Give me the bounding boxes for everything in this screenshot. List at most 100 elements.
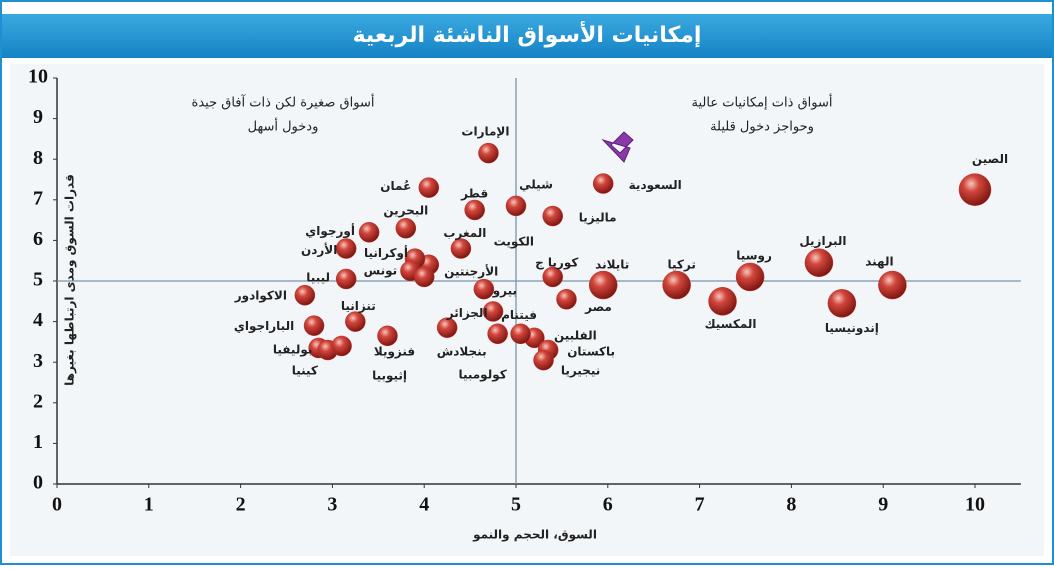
bubble — [395, 217, 417, 239]
bubble — [450, 238, 472, 259]
x-tick-label: 3 — [327, 494, 337, 516]
bubble — [436, 317, 458, 338]
quadrant-note: أسواق ذات إمكانيات عالية — [692, 94, 833, 111]
quadrant-note: ودخول أسهل — [248, 118, 319, 135]
arrow-icon — [601, 131, 634, 163]
x-tick-label: 10 — [965, 494, 985, 516]
point-label: تونس — [364, 263, 398, 278]
point-label: كينيا — [292, 364, 318, 378]
point-label: البحرين — [383, 204, 428, 218]
point-label: فنزويلا — [374, 344, 415, 359]
chart-title: إمكانيات الأسواق الناشئة الربعية — [353, 20, 702, 48]
x-tick-label: 4 — [419, 494, 429, 516]
point-label: كولومبيا — [458, 367, 506, 382]
x-axis-label: السوق، الحجم والنمو — [472, 528, 597, 543]
x-tick-label: 6 — [603, 494, 613, 516]
bubble — [413, 266, 435, 288]
point-label: ماليزيا — [579, 211, 617, 225]
y-tick-label: 9 — [33, 106, 43, 128]
bubble — [735, 262, 765, 292]
x-tick-label: 5 — [511, 494, 521, 516]
x-tick-label: 2 — [236, 494, 246, 516]
y-tick-label: 8 — [33, 147, 43, 169]
bubble — [588, 270, 618, 300]
bubble — [487, 323, 508, 345]
bubble — [358, 222, 380, 243]
point-label: مصر — [584, 300, 612, 314]
point-label: شيلي — [519, 177, 553, 191]
y-tick-label: 10 — [28, 66, 48, 88]
point-label: ليبيا — [306, 270, 330, 284]
point-label: الأردن — [301, 242, 337, 257]
point-label: أورجواي — [305, 223, 355, 239]
point-label: الجزائر — [446, 306, 488, 320]
point-label: الهند — [865, 255, 893, 269]
bubble — [827, 289, 857, 318]
bubble — [708, 287, 737, 316]
point-label: نيجيريا — [561, 364, 600, 378]
bubble — [473, 278, 495, 300]
x-tick-label: 7 — [695, 494, 705, 516]
point-label: فيتنام — [501, 308, 537, 323]
y-tick-label: 2 — [33, 390, 43, 412]
bubble — [958, 173, 992, 206]
title-band — [2, 14, 1052, 58]
x-tick-label: 0 — [52, 494, 62, 516]
bubble — [335, 238, 357, 259]
point-label: الصين — [972, 152, 1008, 166]
bubble — [331, 335, 352, 357]
bubble — [542, 266, 563, 288]
x-tick-label: 1 — [144, 494, 154, 516]
y-tick-label: 6 — [33, 228, 43, 250]
bubble — [662, 270, 691, 300]
plot-background — [10, 64, 1044, 556]
point-label: باكستان — [567, 345, 615, 359]
bubble — [505, 195, 527, 217]
point-label: قطر — [460, 186, 488, 200]
y-tick-label: 7 — [33, 187, 43, 209]
x-tick-label: 9 — [878, 494, 888, 516]
y-tick-label: 5 — [33, 269, 43, 291]
point-label: عُمان — [380, 179, 411, 193]
point-label: أوكرانيا — [364, 245, 408, 261]
point-label: المغرب — [443, 226, 486, 240]
quadrant-note: أسواق صغيرة لكن ذات آفاق جيدة — [192, 94, 375, 111]
point-label: الاكوادور — [234, 289, 287, 304]
point-label: بنجلادش — [437, 344, 487, 358]
bubble — [533, 349, 554, 371]
bubble — [303, 315, 325, 336]
point-label: الباراجواي — [234, 319, 294, 334]
point-label: إندونيسيا — [825, 321, 879, 336]
y-tick-label: 1 — [33, 431, 43, 453]
y-axis-label: قدرات السوق ومدى ارتباطها بغيرها — [63, 174, 78, 386]
point-label: بوليفيا — [273, 342, 312, 357]
point-label: الفلبين — [554, 328, 597, 342]
bubble — [335, 268, 357, 290]
point-label: الأرجنتين — [444, 263, 498, 278]
point-label: كوريا ج — [535, 255, 578, 270]
bubble — [464, 199, 485, 221]
point-label: الكويت — [494, 234, 534, 249]
point-label: روسيا — [736, 248, 772, 263]
bubble — [592, 173, 614, 194]
quadrant-note: وحواجز دخول قليلة — [710, 120, 814, 135]
bubble — [482, 301, 504, 322]
bubble — [804, 248, 834, 277]
bubble — [418, 177, 440, 198]
bubble — [478, 142, 499, 164]
y-tick-label: 3 — [33, 350, 43, 372]
bubble — [377, 325, 398, 347]
point-label: الإمارات — [461, 125, 509, 139]
bubble — [542, 205, 563, 227]
point-label: تايلاند — [595, 258, 629, 272]
bubble — [878, 270, 907, 300]
point-label: بيرو — [492, 284, 517, 299]
bubble — [556, 289, 577, 310]
point-label: تنزانيا — [341, 299, 376, 313]
bubble — [345, 311, 366, 332]
point-label: تركيا — [667, 258, 695, 272]
bubble — [510, 323, 531, 345]
x-tick-label: 8 — [786, 494, 796, 516]
y-tick-label: 0 — [33, 472, 43, 494]
